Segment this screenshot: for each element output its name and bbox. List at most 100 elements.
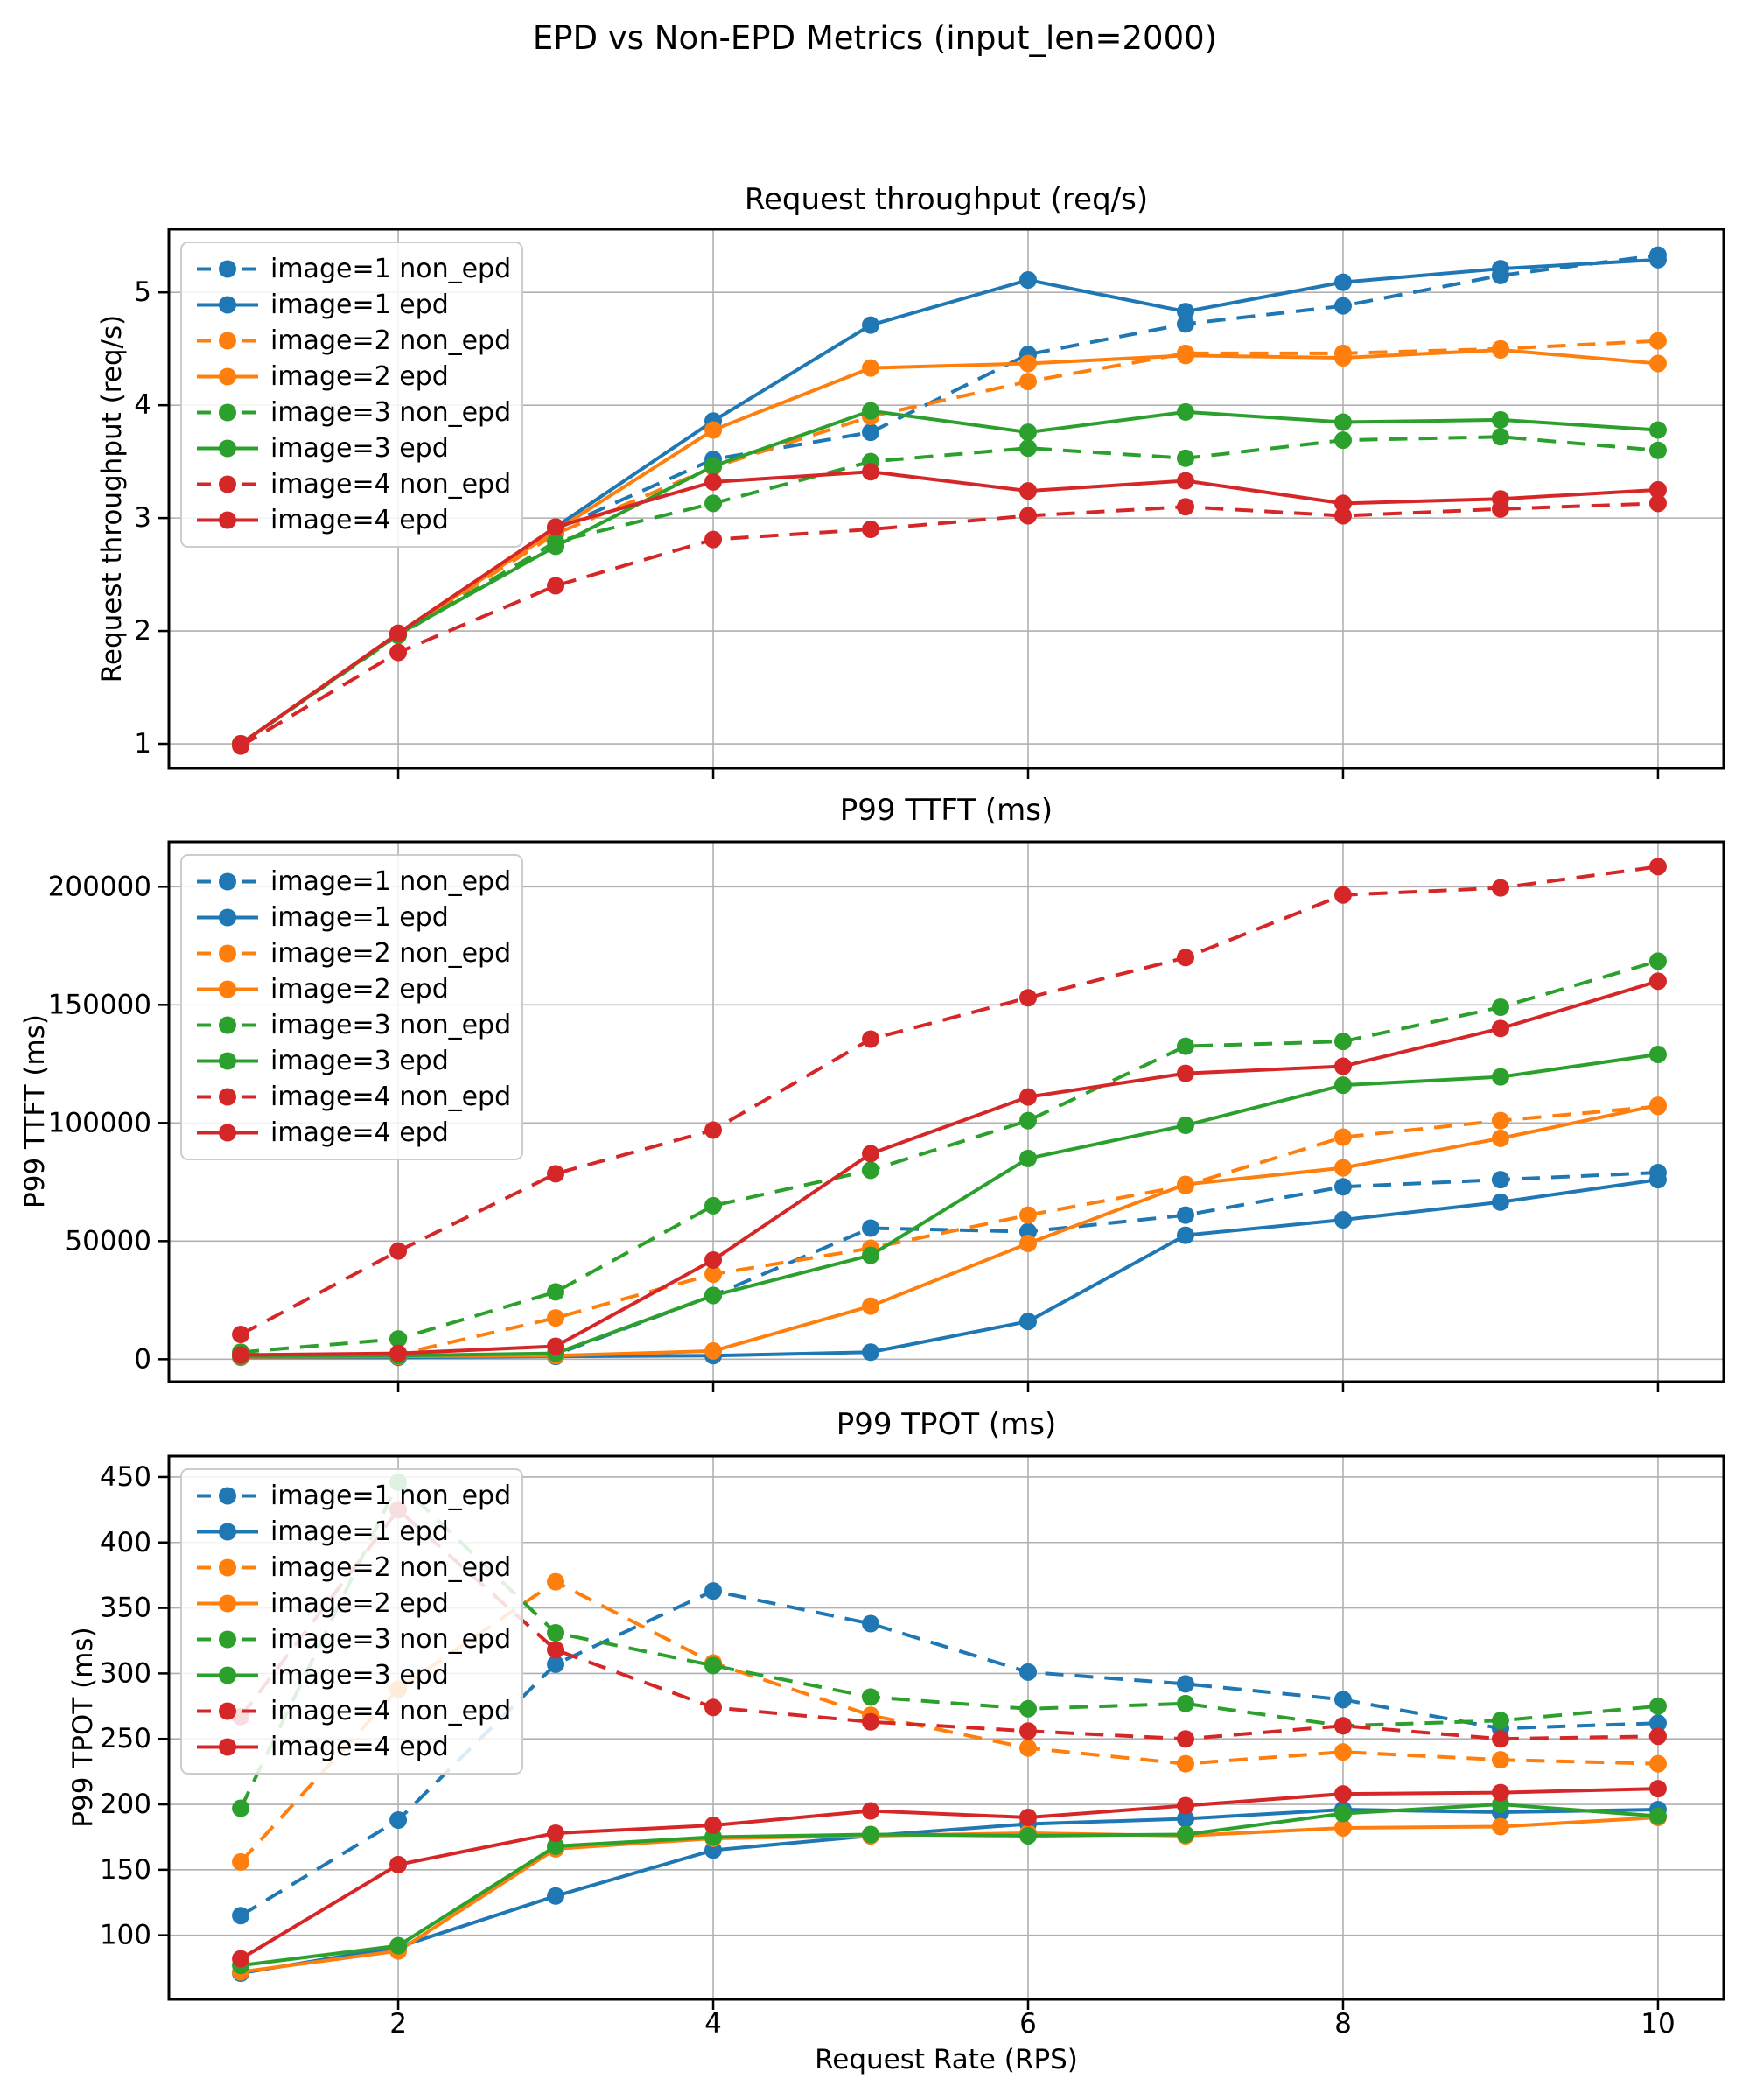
y-tick-label: 4 xyxy=(134,389,151,421)
data-point xyxy=(547,1624,565,1642)
data-point xyxy=(704,1265,723,1284)
y-tick-label: 50000 xyxy=(65,1225,151,1256)
series-image-4-epd-points xyxy=(232,463,1667,753)
legend-item-image-4-epd: image=4 epd xyxy=(197,1117,449,1148)
data-point xyxy=(547,1283,565,1301)
data-point xyxy=(1491,1129,1509,1147)
data-point xyxy=(1019,1739,1038,1757)
data-point xyxy=(862,1030,880,1048)
data-point xyxy=(862,1712,880,1731)
legend-marker-icon xyxy=(219,1487,236,1505)
axis-ticks xyxy=(158,290,1660,779)
series-image-3-epd-line xyxy=(239,409,1659,746)
data-point xyxy=(704,1121,723,1139)
data-point xyxy=(1491,1751,1509,1769)
data-point xyxy=(1648,1807,1667,1825)
data-point xyxy=(1176,1206,1194,1224)
x-tick-label: 4 xyxy=(704,2008,722,2040)
series-image-4-epd-points xyxy=(232,1780,1667,1968)
data-point xyxy=(1491,1730,1509,1748)
data-point xyxy=(1334,1717,1352,1735)
data-point xyxy=(547,1655,565,1673)
legend-marker-icon xyxy=(219,1088,236,1106)
data-point xyxy=(232,1907,250,1925)
legend-item-image-4-non_epd: image=4 non_epd xyxy=(197,469,511,500)
data-point xyxy=(1648,1727,1667,1746)
data-point xyxy=(1334,1128,1352,1146)
data-point xyxy=(1176,1226,1194,1244)
data-point xyxy=(389,1936,408,1955)
data-point xyxy=(704,1698,723,1717)
y-tick-label: 0 xyxy=(134,1343,151,1375)
x-tick-label: 10 xyxy=(1641,2008,1675,2040)
data-point xyxy=(1019,1206,1038,1224)
series-image-4-epd-line xyxy=(240,1787,1658,1961)
legend-label: image=4 non_epd xyxy=(270,1696,511,1726)
data-point xyxy=(1648,972,1667,990)
plot-border xyxy=(167,228,1726,770)
legend-marker-icon xyxy=(219,1630,236,1648)
data-point xyxy=(547,1309,565,1327)
data-point xyxy=(1176,303,1194,321)
legend-marker-icon xyxy=(219,475,236,494)
legend-item-image-1-epd: image=1 epd xyxy=(197,902,449,933)
y-tick-label: 200000 xyxy=(48,871,151,902)
data-point xyxy=(1648,441,1667,459)
y-tick-label: 150000 xyxy=(48,989,151,1020)
data-point xyxy=(1334,1076,1352,1095)
series-image-4-non_epd-points xyxy=(232,858,1667,1343)
series-group xyxy=(232,858,1667,1367)
data-point xyxy=(1491,260,1509,278)
x-tick-label: 2 xyxy=(389,2008,407,2040)
legend-item-image-2-non_epd: image=2 non_epd xyxy=(197,1552,511,1583)
data-point xyxy=(1491,490,1509,508)
legend-label: image=1 epd xyxy=(270,290,449,320)
data-point xyxy=(1648,1046,1667,1064)
data-point xyxy=(1491,1111,1509,1130)
data-point xyxy=(862,1246,880,1264)
legend-item-image-2-non_epd: image=2 non_epd xyxy=(197,326,511,356)
data-point xyxy=(1491,340,1509,359)
legend-marker-icon xyxy=(219,1738,236,1756)
data-point xyxy=(389,1330,408,1348)
data-point xyxy=(1176,1694,1194,1712)
data-point xyxy=(1334,1032,1352,1051)
data-point xyxy=(1648,1780,1667,1798)
data-point xyxy=(1019,1149,1038,1167)
legend-marker-icon xyxy=(219,944,236,962)
legend-marker-icon xyxy=(219,260,236,278)
data-point xyxy=(862,1688,880,1706)
data-point xyxy=(1334,507,1352,525)
legend-item-image-2-epd: image=2 epd xyxy=(197,974,449,1004)
legend: image=1 non_epd image=1 epd image=2 non_ep… xyxy=(180,1468,523,1774)
grid xyxy=(169,1456,1724,1999)
data-point xyxy=(1334,1804,1352,1823)
y-tick-label: 450 xyxy=(100,1461,151,1493)
data-point xyxy=(1648,1171,1667,1189)
data-point xyxy=(1334,349,1352,368)
data-point xyxy=(547,1886,565,1905)
series-image-3-epd-line xyxy=(241,1053,1659,1358)
data-point xyxy=(547,1165,565,1183)
data-point xyxy=(1648,952,1667,970)
data-point xyxy=(1019,1312,1038,1331)
legend-marker-icon xyxy=(219,1558,236,1577)
data-point xyxy=(1491,410,1509,429)
data-point xyxy=(704,1656,723,1675)
legend-label: image=3 non_epd xyxy=(270,1010,511,1040)
y-tick-label: 5 xyxy=(134,276,151,308)
data-point xyxy=(1019,439,1038,458)
data-point xyxy=(1491,1068,1509,1086)
data-point xyxy=(547,1572,565,1591)
data-point xyxy=(1176,1064,1194,1082)
data-point xyxy=(1019,1111,1038,1130)
legend-marker-icon xyxy=(219,1124,236,1142)
data-point xyxy=(862,1343,880,1362)
series-image-4-epd-points xyxy=(232,972,1667,1364)
data-point xyxy=(1176,1175,1194,1194)
y-tick-label: 150 xyxy=(100,1854,151,1886)
data-point xyxy=(1491,1712,1509,1730)
series-image-4-non_epd-line xyxy=(240,501,1659,748)
